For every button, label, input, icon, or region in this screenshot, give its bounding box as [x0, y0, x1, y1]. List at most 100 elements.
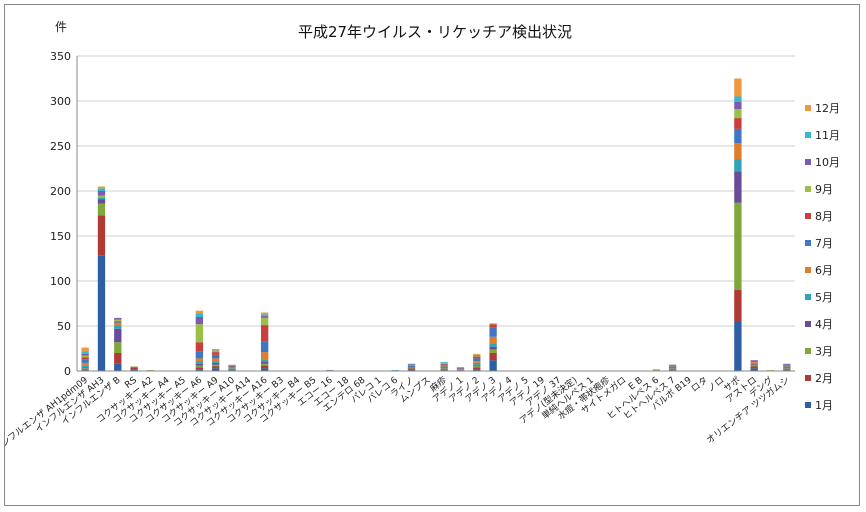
bar-segment	[734, 290, 742, 322]
bar-segment	[440, 365, 448, 367]
bar-segment	[734, 96, 742, 102]
bar-segment	[212, 349, 220, 351]
bar-segment	[440, 368, 448, 370]
bar-segment	[489, 327, 497, 337]
bar-segment	[212, 352, 220, 355]
bar-segment	[473, 364, 481, 366]
bar-segment	[489, 346, 497, 350]
bar-segment	[473, 367, 481, 370]
legend-swatch	[805, 186, 811, 192]
legend-swatch	[805, 267, 811, 273]
bar-segment	[668, 367, 677, 369]
bar-segment	[407, 365, 416, 367]
chart-frame: 平成27年ウイルス・リケッチア検出状況 件 0 50 100 150 200 250 300…	[4, 4, 860, 506]
legend-label: 6月	[815, 264, 833, 277]
bar-segment	[114, 342, 122, 353]
bar-segment	[783, 369, 791, 371]
bar-segment	[81, 347, 89, 352]
bar-segment	[114, 321, 122, 323]
bar-segment	[97, 203, 106, 216]
bar-segment	[212, 354, 220, 359]
bar-segment	[489, 349, 497, 353]
bar-segment	[260, 352, 269, 360]
bar-segment	[407, 368, 416, 370]
bar-segment	[734, 171, 742, 203]
bar-segment	[750, 366, 758, 369]
bar-segment	[407, 369, 416, 371]
bar-segment	[456, 369, 465, 371]
bar-segment	[489, 344, 497, 347]
bar-segment	[130, 369, 138, 371]
bar-segment	[81, 355, 89, 358]
y-tick-label: 350	[50, 50, 71, 63]
bar-segment	[783, 368, 791, 370]
bar-segment	[440, 367, 448, 369]
bar-segment	[407, 367, 416, 369]
bar-segment	[260, 363, 269, 366]
bar-segment	[260, 312, 269, 315]
bar-segment	[750, 363, 758, 365]
bar-segment	[734, 78, 742, 97]
bar-segment	[440, 363, 448, 365]
legend-label: 11月	[815, 129, 840, 142]
legend-label: 1月	[815, 399, 833, 412]
bar-segment	[130, 367, 138, 370]
bar-segment	[489, 360, 497, 371]
bar-segment	[734, 321, 742, 371]
bar-segment	[473, 355, 481, 357]
legend-label: 10月	[815, 156, 840, 169]
legend-label: 12月	[815, 102, 840, 115]
bar-segment	[114, 328, 122, 343]
bar-segment	[114, 319, 122, 322]
bar-segment	[407, 364, 416, 366]
bar-segment	[734, 159, 742, 172]
bar-segment	[212, 350, 220, 353]
legend-label: 3月	[815, 345, 833, 358]
bar-segment	[195, 367, 204, 370]
bar-segment	[212, 358, 220, 362]
bar-segment	[81, 369, 89, 371]
bar-segment	[260, 365, 269, 369]
bar-segment	[260, 325, 269, 342]
bar-segment	[81, 367, 89, 369]
y-tick-label: 100	[50, 275, 71, 288]
legend-swatch	[805, 159, 811, 165]
y-tick-label: 300	[50, 95, 71, 108]
grid-layer	[77, 55, 795, 327]
bar-segment	[81, 359, 89, 363]
axis-layer: 0 50 100 150 200 250 300 350	[50, 50, 795, 378]
bar-segment	[783, 367, 791, 369]
bar-segment	[195, 317, 204, 325]
bar-segment	[195, 361, 204, 364]
bar-segment	[652, 369, 660, 371]
bar-segment	[734, 202, 742, 290]
bar-segment	[97, 195, 106, 198]
bar-segment	[750, 362, 758, 363]
bar-segment	[489, 353, 497, 361]
bar-segment	[114, 325, 122, 329]
bar-segment	[81, 357, 89, 360]
y-tick-label: 0	[64, 365, 71, 378]
chart-svg: 平成27年ウイルス・リケッチア検出状況 件 0 50 100 150 200 250 300…	[5, 20, 840, 455]
bar-segment	[440, 364, 448, 366]
bar-segment	[750, 362, 758, 364]
bar-segment	[114, 353, 122, 364]
bar-segment	[97, 215, 106, 256]
bar-segment	[97, 191, 106, 196]
bar-segment	[260, 362, 269, 364]
bar-segment	[81, 368, 89, 370]
bar-segment	[473, 358, 481, 362]
bar-segment	[734, 128, 742, 144]
bar-segment	[114, 363, 122, 371]
bar-segment	[473, 362, 481, 365]
bar-segment	[97, 199, 106, 204]
bar-segment	[668, 369, 677, 371]
legend-swatch	[805, 105, 811, 111]
y-tick-label: 150	[50, 230, 71, 243]
bar-segment	[81, 353, 89, 356]
legend-swatch	[805, 132, 811, 138]
bar-segment	[440, 362, 448, 363]
bar-segment	[212, 361, 220, 363]
bar-segment	[668, 365, 677, 367]
bar-segment	[195, 342, 204, 352]
